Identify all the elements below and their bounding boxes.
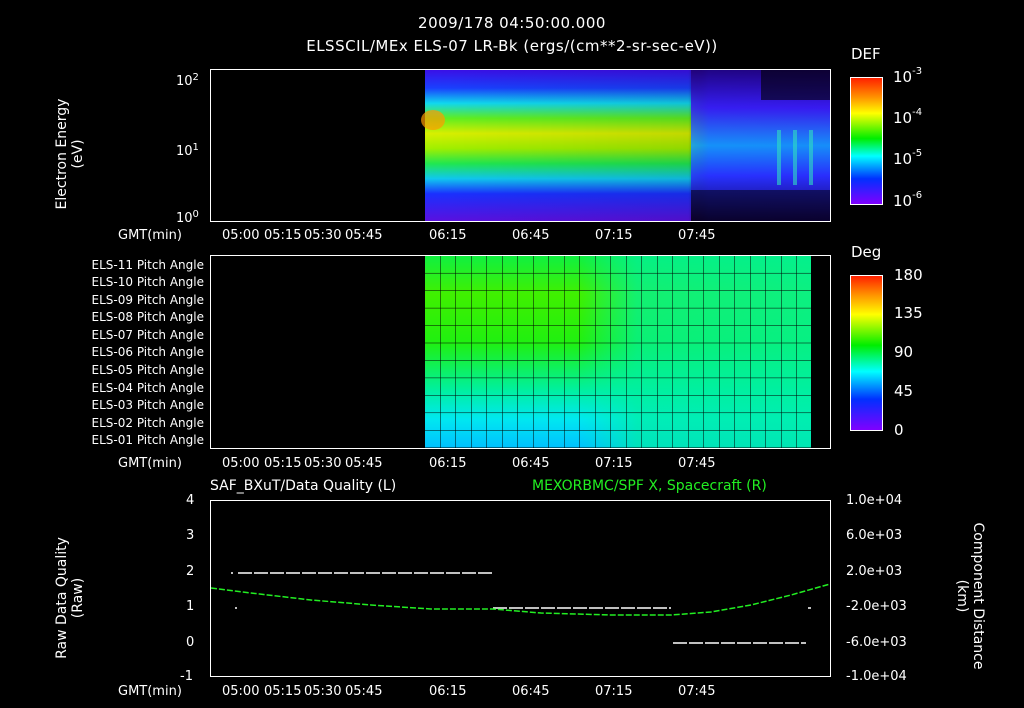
energy-ytick-1: 100 (176, 209, 199, 226)
dist-ylabel: Component Distance (km) (954, 522, 986, 670)
def-cb-label: 10-4 (893, 107, 923, 127)
deg-cb-label: 0 (894, 421, 904, 439)
pa-row-label: ELS-10 Pitch Angle (91, 275, 204, 289)
pitch-angle-grid[interactable] (210, 255, 831, 449)
pa-row-label: ELS-04 Pitch Angle (91, 381, 204, 395)
xtick: 05:30 (304, 228, 342, 243)
dq-ytick: 4 (186, 493, 195, 508)
xtick: 05:00 (222, 684, 260, 699)
pa-row-label: ELS-03 Pitch Angle (91, 398, 204, 412)
dq-left-title: SAF_BXuT/Data Quality (L) (210, 478, 397, 494)
deg-cb-label: 180 (894, 266, 923, 284)
xtick: 05:00 (222, 228, 260, 243)
xtick: 06:15 (429, 684, 467, 699)
plot-subtitle: ELSSCIL/MEx ELS-07 LR-Bk (ergs/(cm**2-sr… (306, 37, 718, 55)
deg-colorbar (850, 275, 883, 431)
dist-ytick: 1.0e+04 (846, 493, 903, 508)
deg-cb-label: 90 (894, 343, 914, 361)
xtick: 07:45 (678, 228, 716, 243)
pa-row-label: ELS-01 Pitch Angle (91, 433, 204, 447)
def-colorbar (850, 77, 883, 205)
pa-row-label: ELS-05 Pitch Angle (91, 363, 204, 377)
def-cb-label: 10-5 (893, 148, 923, 168)
energy-ytick-100: 102 (176, 72, 199, 89)
dist-ytick: -6.0e+03 (846, 635, 907, 650)
pa-row-label: ELS-06 Pitch Angle (91, 345, 204, 359)
def-cb-label: 10-3 (893, 66, 923, 86)
def-cb-label: 10-6 (893, 190, 923, 210)
pa-row-label: ELS-08 Pitch Angle (91, 310, 204, 324)
pa-row-label: ELS-02 Pitch Angle (91, 416, 204, 430)
xtick: 06:45 (512, 228, 550, 243)
energy-xaxis-label: GMT(min) (118, 228, 182, 243)
xtick: 06:45 (512, 684, 550, 699)
energy-ylabel: Electron Energy (eV) (54, 98, 86, 210)
xtick: 05:15 (264, 228, 302, 243)
pa-row-label: ELS-09 Pitch Angle (91, 293, 204, 307)
spectrogram-image (421, 70, 830, 221)
xtick: 07:45 (678, 684, 716, 699)
xtick: 05:45 (345, 456, 383, 471)
xtick: 06:45 (512, 456, 550, 471)
dist-ytick: 6.0e+03 (846, 528, 903, 543)
dq-right-title: MEXORBMC/SPF X, Spacecraft (R) (532, 478, 767, 494)
deg-cb-label: 45 (894, 382, 914, 400)
dist-ytick: -2.0e+03 (846, 599, 907, 614)
deg-cb-label: 135 (894, 304, 923, 322)
xtick: 07:15 (595, 228, 633, 243)
xtick: 05:00 (222, 456, 260, 471)
dist-ytick: 2.0e+03 (846, 564, 903, 579)
energy-ytick-10: 101 (176, 142, 199, 159)
xtick: 05:15 (264, 456, 302, 471)
xtick: 07:15 (595, 456, 633, 471)
xtick: 06:15 (429, 228, 467, 243)
xtick: 05:45 (345, 228, 383, 243)
xtick: 06:15 (429, 456, 467, 471)
dq-ytick: 0 (186, 635, 195, 650)
pitch-angle-image (425, 256, 811, 448)
xtick: 05:15 (264, 684, 302, 699)
def-colorbar-title: DEF (851, 45, 881, 63)
pa-row-label: ELS-11 Pitch Angle (91, 258, 204, 272)
dq-ylabel: Raw Data Quality (Raw) (54, 537, 86, 659)
pa-row-label: ELS-07 Pitch Angle (91, 328, 204, 342)
xtick: 05:30 (304, 456, 342, 471)
pa-xaxis-label: GMT(min) (118, 456, 182, 471)
xtick: 05:45 (345, 684, 383, 699)
plot-timestamp: 2009/178 04:50:00.000 (418, 14, 606, 32)
dq-xaxis-label: GMT(min) (118, 684, 182, 699)
dq-lines (211, 572, 830, 644)
xtick: 05:30 (304, 684, 342, 699)
xtick: 07:15 (595, 684, 633, 699)
xtick: 07:45 (678, 456, 716, 471)
deg-colorbar-title: Deg (851, 243, 882, 261)
dq-ytick: 2 (186, 564, 195, 579)
dq-ytick: 1 (186, 599, 195, 614)
data-quality-plot[interactable] (210, 500, 831, 677)
dq-ytick: -1 (180, 669, 193, 684)
dist-ytick: -1.0e+04 (846, 669, 907, 684)
energy-spectrogram[interactable] (210, 69, 831, 222)
dq-ytick: 3 (186, 528, 195, 543)
